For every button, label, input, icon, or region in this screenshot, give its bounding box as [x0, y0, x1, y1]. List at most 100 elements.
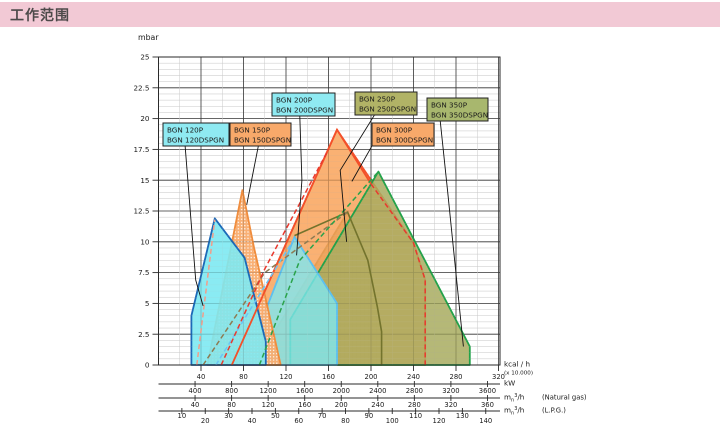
x-tick-label-kcal: 120	[280, 373, 293, 381]
y-axis-unit-label: mbar	[138, 33, 159, 42]
x-tick-label-kw: 2000	[333, 387, 350, 395]
x-tick-label-kcal: 40	[197, 373, 206, 381]
x-unit-sublabel-kcal: (x 10.000)	[504, 371, 533, 377]
x-tick-label-lpg: 130	[456, 412, 469, 420]
leader-bgn250	[339, 113, 376, 242]
header-bar: 工作范围	[0, 2, 720, 27]
x-unit-label-kcal: kcal / h	[504, 360, 530, 369]
y-tick-label: 22.5	[133, 83, 149, 92]
label-line1-bgn120: BGN 120P	[167, 126, 204, 135]
x-tick-label-lpg: 120	[433, 417, 446, 425]
page-title: 工作范围	[10, 7, 70, 24]
x-tick-label-kcal: 280	[450, 373, 463, 381]
y-tick-label: 12.5	[133, 207, 149, 216]
label-line1-bgn350: BGN 350P	[431, 101, 468, 110]
x-tick-label-natural-gas: 280	[408, 401, 421, 409]
x-tick-label-lpg: 80	[341, 417, 350, 425]
leader-bgn300	[351, 145, 373, 182]
y-tick-label: 5	[145, 299, 150, 308]
leader-bgn120	[184, 145, 204, 307]
x-tick-label-kcal: 160	[322, 373, 335, 381]
x-tick-label-lpg: 10	[178, 412, 187, 420]
label-line2-bgn150: BGN 150DSPGN	[234, 136, 291, 145]
x-scale-kcal: 40 80 120 160 200 240 280 320 kcal / h (x 10.000)	[158, 360, 533, 381]
bgn300-left-edge-overlay	[230, 127, 372, 366]
x-tick-label-kw: 1600	[296, 387, 313, 395]
x-tick-label-kw: 1200	[259, 387, 276, 395]
x-tick-label-kw: 3200	[442, 387, 459, 395]
label-line2-bgn120: BGN 120DSPGN	[167, 136, 224, 145]
x-tick-label-kcal: 80	[239, 373, 248, 381]
label-box-rect-bgn350	[426, 97, 489, 122]
label-box-rect-bgn120	[162, 122, 230, 147]
x-tick-label-lpg: 20	[201, 417, 210, 425]
x-tick-label-natural-gas: 80	[227, 401, 236, 409]
x-tick-label-natural-gas: 120	[262, 401, 275, 409]
x-tick-label-kcal: 240	[407, 373, 420, 381]
label-line1-bgn300: BGN 300P	[376, 126, 413, 135]
label-line1-bgn250: BGN 250P	[359, 95, 396, 104]
x-tick-label-kw: 800	[225, 387, 238, 395]
y-tick-label: 0	[145, 361, 150, 370]
label-line2-bgn200: BGN 200DSPGN	[276, 106, 333, 115]
x-tick-label-kcal: 200	[365, 373, 378, 381]
x-tick-label-lpg: 110	[409, 412, 422, 420]
dashed-green	[258, 171, 379, 366]
label-box-rect-bgn250	[354, 91, 418, 116]
x-tick-label-natural-gas: 160	[298, 401, 311, 409]
label-line2-bgn250: BGN 250DSPGN	[359, 105, 416, 114]
x-tick-label-lpg: 60	[294, 417, 303, 425]
x-tick-label-lpg: 140	[479, 417, 492, 425]
label-box-rect-bgn150	[229, 122, 292, 147]
dashed-red	[220, 149, 330, 366]
label-line2-bgn300: BGN 300DSPGN	[376, 136, 433, 145]
x-tick-label-natural-gas: 200	[335, 401, 348, 409]
x-tick-label-natural-gas: 320	[444, 401, 457, 409]
x-unit-note-lpg: (L.P.G.)	[542, 407, 566, 415]
edge-and-dashed-lines	[196, 127, 426, 366]
x-unit-label-lpg: mn3/h	[504, 406, 524, 417]
x-tick-label-lpg: 70	[318, 412, 327, 420]
dashed-salmon	[196, 219, 216, 366]
y-tick-label: 25	[140, 53, 149, 62]
x-tick-label-kw: 3600	[479, 387, 496, 395]
x-tick-label-natural-gas: 360	[481, 401, 494, 409]
y-tick-label: 17.5	[133, 145, 149, 154]
x-tick-label-lpg: 50	[271, 412, 280, 420]
x-tick-label-kw: 2400	[369, 387, 386, 395]
x-tick-label-kcal: 320	[492, 373, 505, 381]
x-unit-label-natural-gas: mn3/h	[504, 393, 524, 404]
x-scale-kw: 400 800 1200 1600 2000 2400 2800 3200 3600 kW	[158, 379, 515, 395]
label-box-rect-bgn300	[371, 122, 435, 147]
x-tick-label-lpg: 90	[365, 412, 374, 420]
leader-bgn350	[439, 119, 464, 347]
leader-lines	[184, 113, 464, 347]
x-scale-lpg: 10 20 30 40 50 60 70 80 90 100 110 120 130 140 mn3/h (L…	[158, 406, 566, 425]
label-line2-bgn350: BGN 350DSPGN	[431, 111, 488, 120]
x-tick-label-natural-gas: 240	[371, 401, 384, 409]
x-tick-label-natural-gas: 40	[191, 401, 200, 409]
x-unit-note-natural-gas: (Natural gas)	[542, 394, 587, 402]
y-tick-label: 15	[140, 176, 149, 185]
label-box-rect-bgn200	[271, 92, 336, 117]
leader-bgn150	[246, 145, 259, 205]
x-tick-label-lpg: 100	[386, 417, 399, 425]
dashed-lightblue	[215, 237, 296, 366]
series-areas	[190, 128, 471, 366]
bgn300-hidden-edge-dashed	[370, 183, 426, 365]
x-scale-natural-gas: 40 80 120 160 200 240 280 320 360 mn3/h (Natural g…	[158, 393, 587, 409]
x-tick-label-kw: 400	[189, 387, 202, 395]
x-tick-label-lpg: 40	[248, 417, 257, 425]
dashed-brown	[202, 211, 349, 366]
y-tick-label: 2.5	[138, 330, 149, 339]
y-tick-label: 7.5	[138, 268, 149, 277]
